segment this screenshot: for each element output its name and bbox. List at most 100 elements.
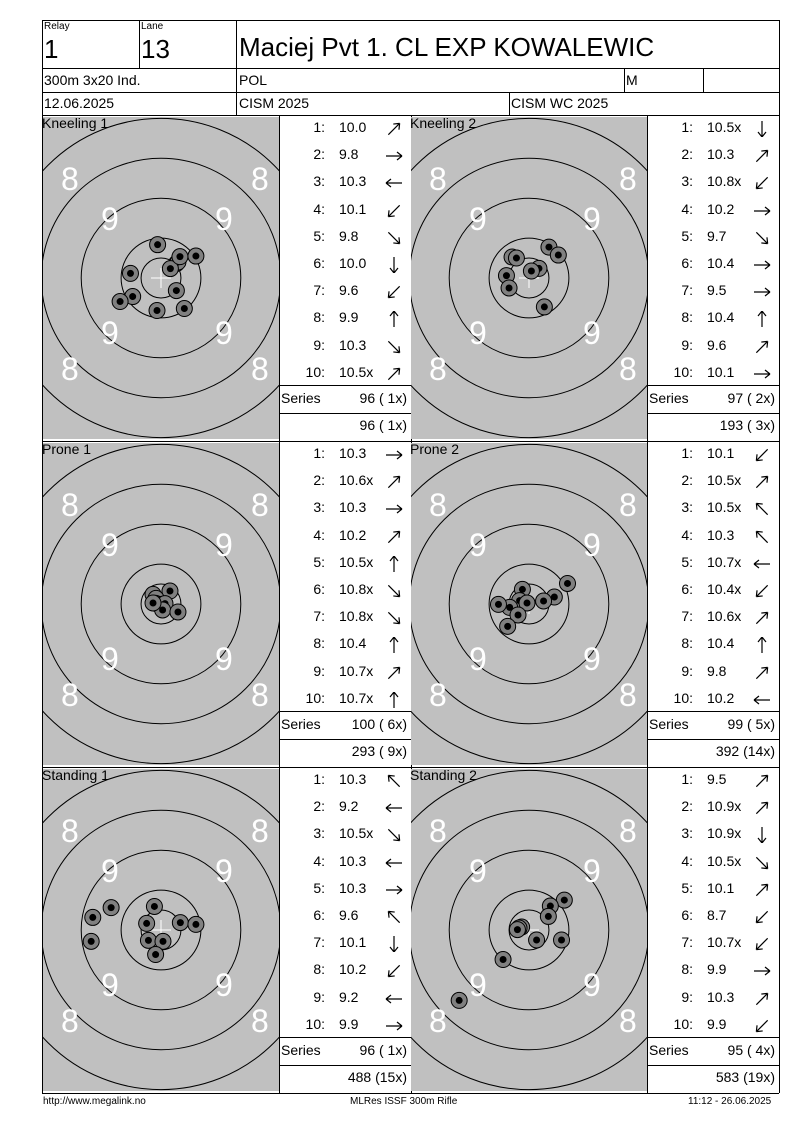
nation: POL (239, 72, 268, 88)
direction-arrow-icon (755, 503, 769, 516)
rule-line (647, 413, 779, 414)
competition: CISM 2025 (239, 95, 310, 111)
championship: CISM WC 2025 (511, 95, 609, 111)
shot-value: 9.8 (339, 146, 359, 163)
shot-value: 10.3 (707, 526, 735, 543)
cumulative-total: 392 (14x) (715, 743, 775, 759)
direction-arrow-icon (385, 858, 402, 868)
shot-value: 10.7x (707, 934, 742, 951)
shot-value: 10.4 (707, 635, 735, 652)
shot-number: 6: (313, 907, 325, 923)
shot-value: 10.7x (339, 662, 374, 679)
shot-value: 10.5x (707, 119, 742, 135)
rule-line (647, 711, 779, 712)
shot-value: 10.7x (339, 689, 374, 706)
ring-number: 9 (583, 201, 601, 237)
direction-arrow-icon (385, 994, 402, 1004)
ring-number: 9 (215, 527, 233, 563)
target-face: 9 99 98 88 8 (411, 117, 647, 439)
rule-line (42, 767, 779, 768)
ring-number: 8 (251, 351, 269, 387)
shot-value: 10.4 (707, 309, 735, 326)
ring-number: 9 (469, 853, 487, 889)
target-ring (43, 769, 279, 1091)
lane-label: Lane (141, 21, 164, 32)
ring-number: 8 (619, 1003, 637, 1039)
shot-number: 1: (681, 119, 693, 135)
direction-arrow-icon (755, 774, 769, 788)
shot-impact (102, 899, 120, 917)
shot-impact (84, 908, 102, 926)
direction-arrow-icon (387, 122, 401, 136)
shot-number: 9: (681, 988, 693, 1005)
ring-number: 8 (429, 487, 447, 523)
target-face: 9 99 98 88 8 (43, 769, 279, 1091)
shot-value: 9.2 (339, 798, 359, 815)
ring-number: 8 (619, 487, 637, 523)
shot-number: 7: (681, 608, 693, 625)
shot-value: 10.3 (707, 146, 735, 163)
shot-impact (450, 991, 468, 1009)
ring-number: 9 (101, 967, 119, 1003)
direction-arrow-icon (755, 666, 769, 679)
ring-number: 8 (251, 161, 269, 197)
rule-line (42, 441, 779, 442)
direction-arrow-icon (757, 121, 767, 137)
rule-line (279, 1037, 411, 1038)
shot-impact (139, 931, 157, 949)
shot-value: 9.8 (707, 662, 727, 679)
shot-impact (148, 302, 166, 320)
shot-value: 10.1 (339, 200, 367, 217)
target-face: 9 99 98 88 8 (43, 443, 279, 765)
gender: M (626, 72, 638, 88)
direction-arrow-icon (754, 369, 771, 379)
direction-arrow-icon (387, 367, 401, 380)
shot-number: 10: (673, 1015, 693, 1032)
shot-value: 10.4 (707, 255, 735, 271)
shot-number: 6: (313, 581, 325, 597)
target-ring (448, 523, 610, 685)
shot-number: 3: (313, 173, 325, 190)
shot-impact (145, 897, 163, 915)
series-total: 96 ( 1x) (359, 390, 407, 406)
target-ring (80, 849, 242, 1011)
ring-number: 8 (429, 1003, 447, 1039)
shot-value: 9.9 (339, 1015, 359, 1032)
shot-impact (522, 262, 540, 280)
shot-number: 8: (313, 961, 325, 978)
shot-value: 8.7 (707, 907, 727, 923)
shot-value: 10.2 (339, 961, 367, 978)
shot-impact (509, 606, 527, 624)
shot-impact (82, 932, 100, 950)
shot-number: 2: (681, 798, 693, 815)
direction-arrow-icon (757, 637, 767, 654)
direction-arrow-icon (755, 231, 769, 245)
rule-line (279, 739, 411, 740)
ring-number: 9 (215, 853, 233, 889)
shot-value: 9.9 (707, 1015, 727, 1032)
shot-value: 9.6 (339, 907, 359, 923)
shot-value: 10.8x (339, 608, 374, 625)
shot-number: 5: (681, 879, 693, 896)
shot-value: 10.9x (707, 825, 742, 842)
shot-value: 10.8x (707, 173, 742, 190)
rule-line (703, 68, 704, 92)
shot-value: 10.3 (339, 336, 367, 353)
ring-number: 8 (251, 1003, 269, 1039)
shot-value: 10.1 (707, 445, 735, 461)
footer-timestamp: 11:12 - 26.06.2025 (688, 1096, 772, 1107)
shot-impact (500, 279, 518, 297)
rule-line (779, 115, 780, 441)
target-ring (43, 117, 279, 439)
shot-impact (147, 946, 165, 964)
shot-number: 4: (681, 526, 693, 543)
shot-number: 3: (681, 825, 693, 842)
shot-impact (167, 282, 185, 300)
direction-arrow-icon (387, 965, 401, 978)
rule-line (647, 767, 648, 1093)
shot-number: 8: (681, 635, 693, 652)
series-title: Kneeling 1 (42, 115, 109, 131)
direction-arrow-icon (389, 257, 399, 273)
shot-value: 10.3 (339, 499, 367, 516)
shot-number: 2: (313, 798, 325, 815)
